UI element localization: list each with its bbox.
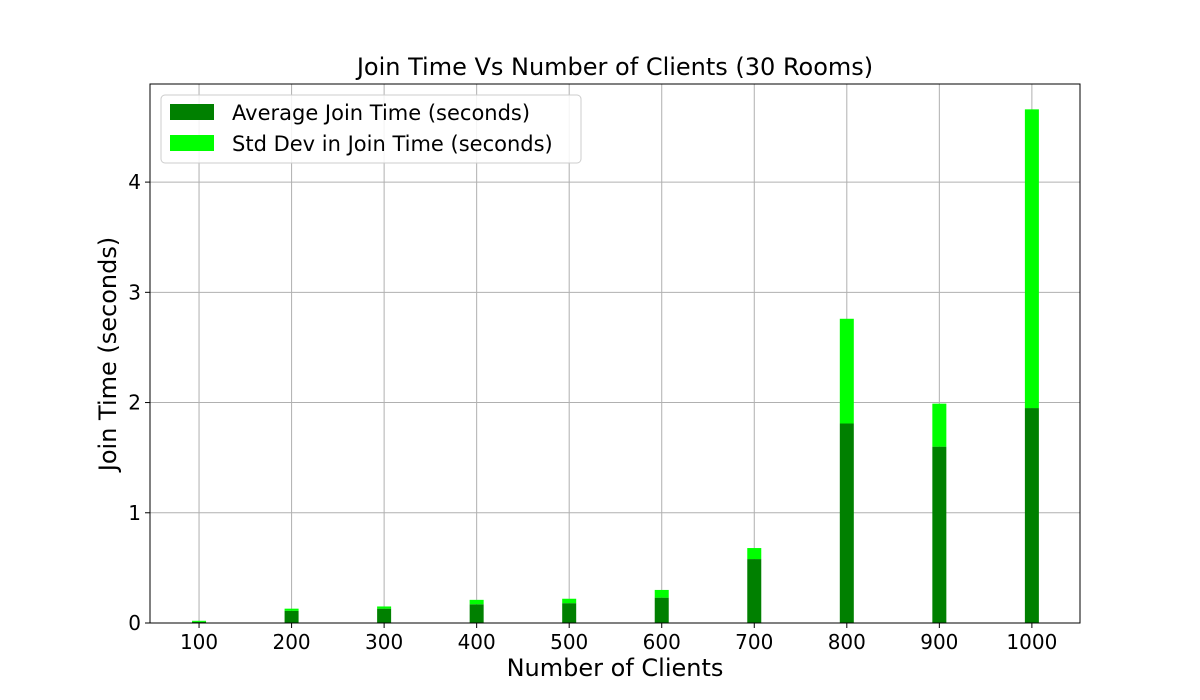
y-tick-label: 1 <box>128 501 141 525</box>
bar-average-join-time <box>377 608 392 623</box>
bar-average-join-time <box>562 603 577 623</box>
bar-std-dev-join-time <box>469 599 484 605</box>
bar-std-dev-join-time <box>747 548 762 560</box>
x-tick-label: 1000 <box>1006 630 1057 654</box>
x-tick-label: 600 <box>643 630 681 654</box>
legend: Average Join Time (seconds) Std Dev in J… <box>160 94 582 164</box>
chart-title: Join Time Vs Number of Clients (30 Rooms… <box>355 53 873 81</box>
legend-swatch-average <box>170 104 214 120</box>
bar-layer <box>192 109 1039 623</box>
legend-swatch-std-dev <box>170 135 214 151</box>
y-tick-label: 2 <box>128 391 141 415</box>
y-axis-label: Join Time (seconds) <box>94 237 122 473</box>
bar-average-join-time <box>654 597 669 623</box>
bar-std-dev-join-time <box>654 589 669 598</box>
legend-label-average: Average Join Time (seconds) <box>232 101 530 125</box>
y-tick-label: 3 <box>128 280 141 304</box>
bar-std-dev-join-time <box>284 608 299 611</box>
x-tick-label: 800 <box>828 630 866 654</box>
legend-box <box>160 94 582 164</box>
bar-average-join-time <box>747 559 762 623</box>
bar-average-join-time <box>192 621 207 623</box>
bar-average-join-time <box>284 610 299 623</box>
bar-std-dev-join-time <box>1024 109 1039 409</box>
bar-std-dev-join-time <box>839 318 854 424</box>
x-tick-label: 300 <box>365 630 403 654</box>
axis-ticks: 100 200 300 400 500 600 700 800 900 1000 0 1 2 3 4 <box>128 170 1057 654</box>
plot-frame <box>149 83 1081 624</box>
bar-std-dev-join-time <box>377 606 392 609</box>
x-tick-label: 400 <box>458 630 496 654</box>
x-tick-label: 100 <box>180 630 218 654</box>
legend-label-std-dev: Std Dev in Join Time (seconds) <box>232 132 553 156</box>
bar-std-dev-join-time <box>562 598 577 604</box>
bar-average-join-time <box>469 604 484 623</box>
bar-std-dev-join-time <box>932 403 947 447</box>
y-tick-label: 0 <box>128 611 141 635</box>
x-axis-label: Number of Clients <box>507 654 724 682</box>
bar-average-join-time <box>1024 408 1039 623</box>
bar-average-join-time <box>839 423 854 623</box>
bar-std-dev-join-time <box>192 620 207 622</box>
x-tick-label: 700 <box>735 630 773 654</box>
y-tick-label: 4 <box>128 170 141 194</box>
x-tick-label: 500 <box>550 630 588 654</box>
x-tick-label: 900 <box>920 630 958 654</box>
bar-average-join-time <box>932 446 947 623</box>
x-tick-label: 200 <box>272 630 310 654</box>
